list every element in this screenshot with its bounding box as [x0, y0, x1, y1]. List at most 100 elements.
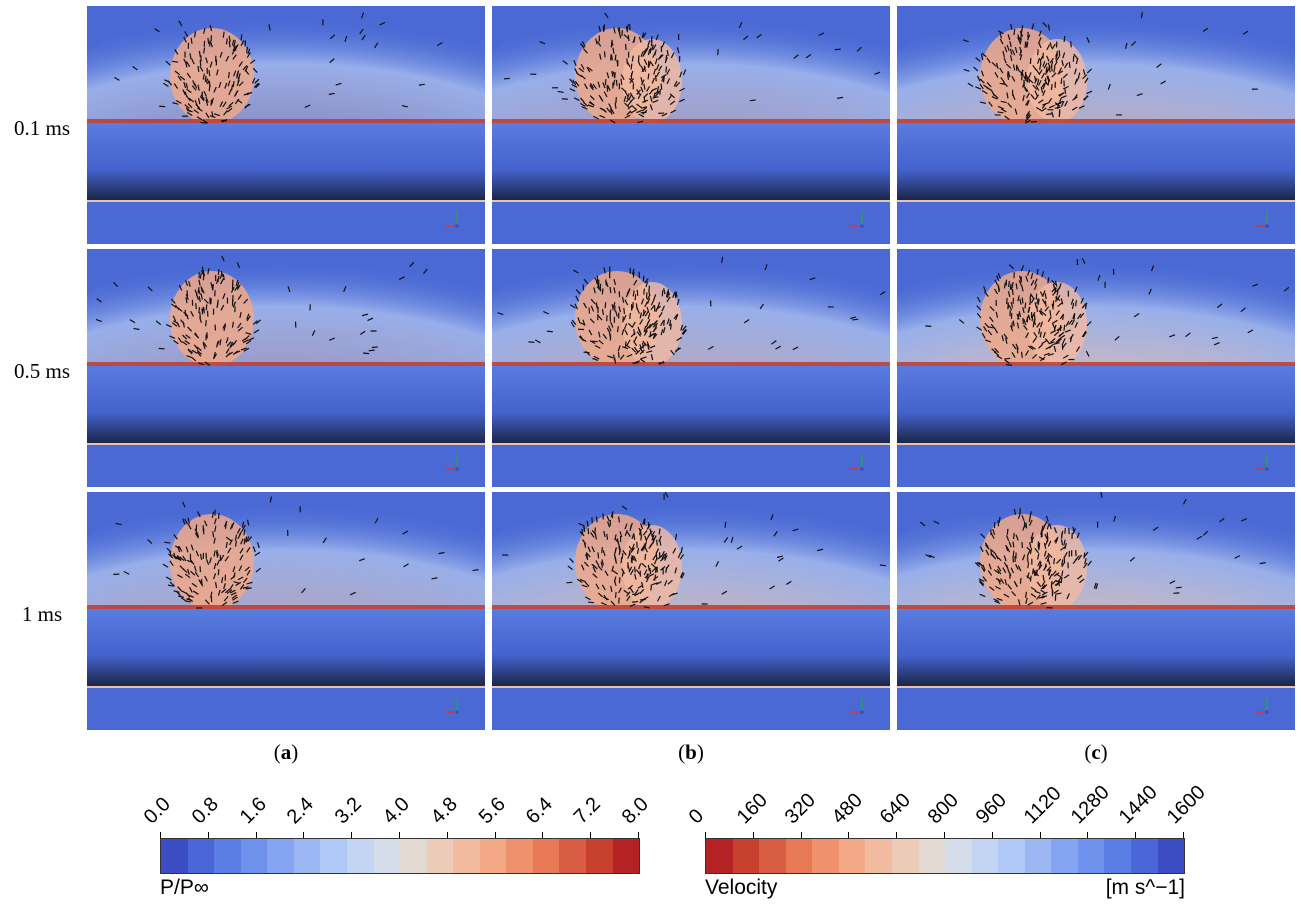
velocity-arrow [589, 340, 596, 345]
velocity-arrow [658, 360, 665, 365]
colorbar-swatch [1131, 839, 1158, 873]
velocity-arrow [589, 101, 595, 107]
velocity-arrow [624, 102, 630, 108]
velocity-arrow [567, 565, 573, 571]
velocity-arrow [626, 110, 632, 116]
velocity-arrow [1021, 285, 1024, 292]
velocity-arrow [329, 34, 336, 40]
velocity-arrow [216, 340, 220, 347]
velocity-arrow [585, 554, 589, 561]
velocity-arrow [1057, 70, 1064, 75]
velocity-arrow [995, 311, 999, 318]
velocity-arrow [236, 70, 240, 77]
velocity-arrow [1052, 283, 1056, 291]
velocity-arrow [1034, 302, 1038, 309]
velocity-arrow [874, 71, 881, 75]
velocity-arrow [743, 318, 750, 324]
velocity-arrow [1095, 583, 1099, 590]
velocity-arrow [195, 550, 200, 557]
velocity-arrow [1038, 595, 1045, 599]
velocity-arrow [1034, 570, 1040, 577]
velocity-arrow [1041, 103, 1047, 109]
velocity-arrow [993, 598, 1000, 603]
velocity-arrow [623, 95, 627, 103]
velocity-arrow [1031, 353, 1038, 359]
velocity-arrow [1053, 589, 1059, 594]
velocity-arrow [1061, 559, 1064, 566]
velocity-arrow [1034, 590, 1041, 594]
velocity-arrow [1044, 306, 1050, 312]
velocity-arrow [1011, 352, 1016, 358]
velocity-arrow [594, 533, 597, 540]
velocity-arrow [187, 568, 190, 575]
velocity-arrow [1071, 106, 1078, 111]
velocity-arrow [1004, 115, 1010, 120]
velocity-arrow [669, 320, 672, 327]
velocity-arrow [996, 556, 1002, 562]
velocity-arrow [1047, 316, 1052, 323]
colorbar-swatch [506, 839, 533, 873]
velocity-arrow [1043, 550, 1047, 557]
velocity-arrow [192, 80, 196, 87]
velocity-arrow [679, 71, 683, 78]
velocity-arrow [641, 581, 644, 589]
velocity-arrow [617, 345, 621, 352]
colorbar-tick [542, 832, 544, 838]
lower-region [87, 444, 485, 487]
velocity-arrow [1034, 547, 1039, 554]
velocity-arrow [664, 57, 668, 64]
velocity-arrow [993, 569, 1000, 574]
velocity-arrow [1006, 546, 1011, 553]
velocity-arrow [207, 268, 210, 275]
velocity-arrow [601, 547, 604, 554]
velocity-arrow [661, 553, 666, 560]
velocity-arrow [979, 579, 985, 585]
velocity-arrow [636, 547, 640, 555]
colorbar-swatch [891, 839, 919, 873]
velocity-arrow [236, 527, 241, 534]
velocity-arrow [1023, 521, 1026, 528]
velocity-arrow [238, 81, 244, 87]
velocity-arrow [640, 298, 645, 305]
velocity-arrow [228, 41, 231, 48]
velocity-arrow [646, 350, 653, 354]
velocity-arrow [653, 325, 658, 332]
velocity-arrow [236, 284, 241, 291]
velocity-arrow [244, 566, 250, 572]
velocity-arrow [628, 77, 634, 84]
velocity-arrow [235, 280, 239, 287]
velocity-arrow [997, 272, 1001, 279]
velocity-arrow [598, 339, 604, 345]
velocity-arrow [990, 548, 993, 555]
velocity-arrow [223, 325, 227, 332]
colorbar-swatch [1024, 839, 1052, 873]
velocity-arrow [979, 581, 985, 587]
velocity-arrow [1036, 594, 1041, 600]
velocity-arrow [231, 49, 236, 55]
velocity-arrow [663, 288, 666, 295]
velocity-arrow [1049, 57, 1054, 64]
velocity-arrow [1007, 73, 1010, 80]
velocity-arrow [1042, 60, 1046, 68]
velocity-arrow [229, 539, 233, 546]
velocity-arrow [852, 318, 859, 321]
velocity-arrow [182, 555, 187, 562]
velocity-arrow [1058, 67, 1063, 74]
velocity-arrow [602, 549, 606, 557]
velocity-arrow [679, 571, 684, 578]
colorbar-tick-label: 5.6 [474, 793, 510, 829]
velocity-arrow [237, 533, 242, 540]
velocity-arrow [674, 314, 679, 321]
colorbar-swatch [479, 839, 507, 873]
velocity-arrow [185, 546, 189, 553]
velocity-arrow [614, 537, 619, 544]
velocity-arrow [1148, 288, 1152, 295]
velocity-arrow [637, 93, 642, 100]
velocity-arrow [1046, 55, 1050, 62]
velocity-arrow [202, 343, 206, 350]
velocity-arrow [1037, 560, 1042, 567]
tube-region [492, 366, 890, 444]
colorbar-swatch [971, 839, 999, 873]
colorbar-swatch [373, 839, 401, 873]
velocity-arrow [654, 91, 660, 98]
